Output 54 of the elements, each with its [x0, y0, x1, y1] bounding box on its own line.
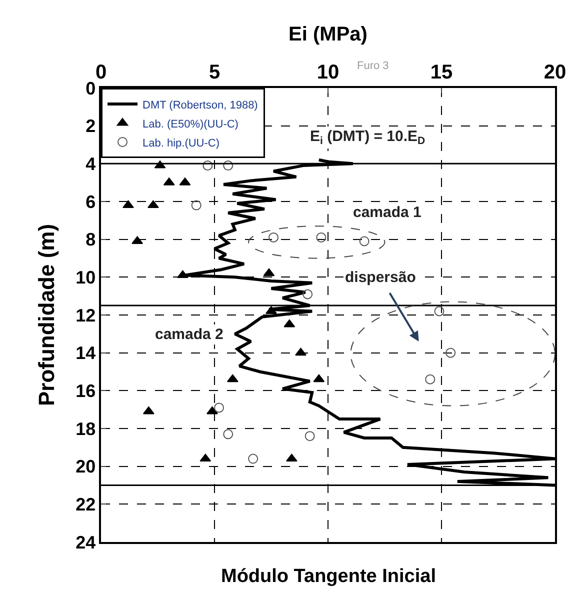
- point: [148, 200, 159, 208]
- point: [263, 268, 275, 276]
- point: [434, 306, 444, 316]
- y-tick-label: 22: [76, 494, 96, 514]
- point: [122, 200, 134, 208]
- y-tick-label: 8: [86, 230, 96, 250]
- annotation: camada 1: [353, 204, 422, 221]
- legend-label: DMT (Robertson, 1988): [142, 99, 258, 112]
- text: Módulo Tangente Inicial: [221, 566, 436, 587]
- y-tick-label: 12: [76, 305, 96, 326]
- point: [191, 200, 202, 210]
- y-tick-label: 24: [76, 532, 96, 552]
- text: Furo 3: [357, 60, 389, 72]
- point: [206, 406, 218, 414]
- point: [316, 232, 326, 242]
- x-tick-label: 20: [544, 61, 566, 84]
- point: [286, 454, 298, 462]
- point: [202, 160, 213, 171]
- x-tick-label: 10: [316, 61, 340, 84]
- point: [214, 402, 224, 413]
- y-tick-label: 16: [76, 380, 96, 401]
- y-tick-label: 14: [76, 343, 96, 364]
- y-tick-label: 6: [86, 192, 96, 212]
- x-axis-title: Ei (MPa): [288, 23, 368, 46]
- point: [446, 348, 456, 358]
- y-axis-title: Profundidade (m): [34, 224, 59, 406]
- point: [142, 406, 154, 414]
- point: [295, 348, 306, 356]
- annotation: camada 2: [155, 326, 224, 343]
- y-tick-label: 0: [86, 78, 96, 98]
- annotation: dispersão: [345, 269, 416, 286]
- x-tick-label: 15: [430, 61, 453, 84]
- y-tick-label: 10: [76, 267, 96, 288]
- y-tick-label: 4: [86, 154, 96, 174]
- point: [313, 374, 325, 382]
- point: [359, 236, 370, 246]
- x-tick-label: 5: [208, 61, 220, 84]
- point: [223, 160, 234, 171]
- point: [284, 319, 296, 328]
- point: [226, 374, 238, 382]
- y-tick-label: 20: [76, 456, 96, 477]
- annotation: E$_{i}$ (DMT) = 10.E$_{D}$: [310, 128, 426, 148]
- legend-label: Lab. hip.(UU-C): [142, 137, 220, 150]
- point: [302, 289, 313, 300]
- point: [200, 454, 212, 462]
- point: [425, 374, 436, 384]
- point: [223, 429, 234, 440]
- point: [248, 454, 258, 464]
- legend-label: Lab. (E50%)(UU-C): [142, 118, 238, 130]
- point: [304, 431, 315, 442]
- point: [268, 232, 279, 242]
- y-tick-label: 18: [76, 418, 96, 439]
- y-tick-label: 2: [86, 116, 96, 136]
- point: [177, 270, 188, 278]
